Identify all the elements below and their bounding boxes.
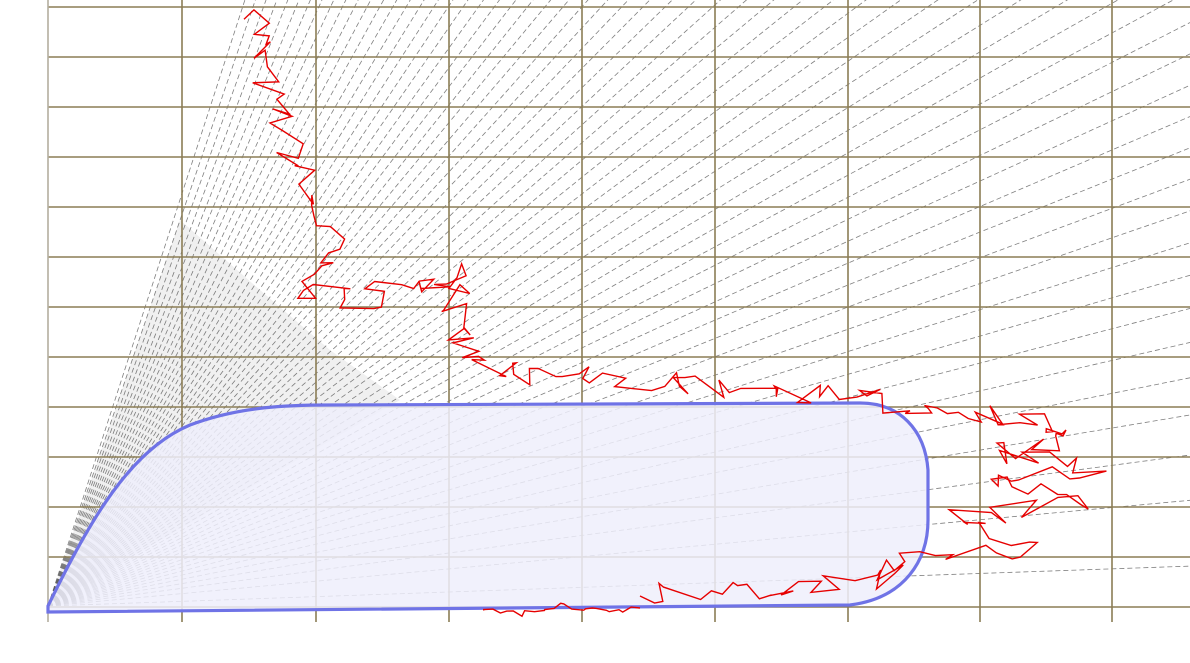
ray-line — [47, 0, 439, 607]
ray-line — [47, 0, 323, 607]
ray-line — [47, 0, 372, 607]
ray-line — [47, 0, 534, 607]
ray-line — [47, 0, 484, 607]
ray-line — [47, 0, 500, 607]
ray-line — [47, 0, 454, 607]
ray-line — [47, 0, 609, 607]
ray-line — [47, 0, 359, 607]
ray-line — [47, 0, 425, 607]
ray-line — [47, 0, 256, 607]
ray-line — [47, 0, 469, 607]
ray-line — [47, 0, 335, 607]
envelope-outline — [46, 401, 930, 614]
noise-trace — [243, 8, 1107, 618]
ray-line — [47, 0, 300, 607]
ray-line — [47, 0, 570, 607]
ray-line — [47, 0, 246, 607]
ray-line — [47, 0, 347, 607]
envelope-region — [46, 401, 930, 614]
noise-trace-lower — [483, 602, 641, 618]
ray-line — [47, 0, 289, 607]
ray-line — [47, 0, 398, 607]
ray-line — [47, 0, 311, 607]
ray-line — [47, 0, 267, 607]
ray-line — [47, 0, 411, 607]
noise-trace-upper — [243, 8, 1107, 604]
ray-line — [47, 0, 552, 607]
ray-line — [47, 0, 517, 607]
ray-line — [47, 0, 385, 607]
